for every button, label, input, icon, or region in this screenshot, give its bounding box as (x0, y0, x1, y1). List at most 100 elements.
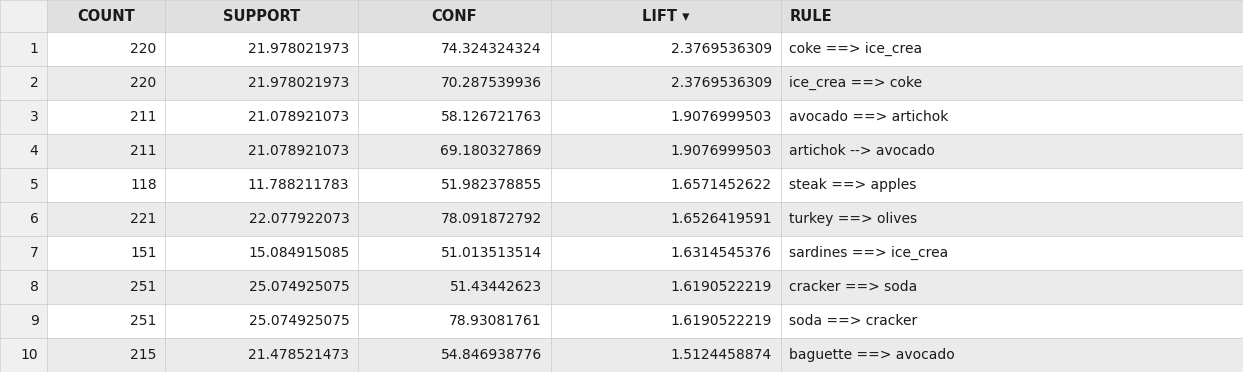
Bar (551, 304, 781, 338)
Bar (165, 66, 358, 100)
Text: LIFT ▾: LIFT ▾ (641, 9, 690, 24)
Bar (0, 134, 47, 168)
Text: 74.324324324: 74.324324324 (441, 42, 542, 56)
Text: 21.078921073: 21.078921073 (249, 110, 349, 124)
Bar (781, 304, 1243, 338)
Text: 51.013513514: 51.013513514 (441, 246, 542, 260)
Bar (47, 32, 165, 66)
Text: 211: 211 (131, 144, 157, 158)
Bar (358, 202, 551, 236)
Bar (47, 304, 165, 338)
Text: baguette ==> avocado: baguette ==> avocado (789, 348, 955, 362)
Text: 220: 220 (131, 76, 157, 90)
Text: 3: 3 (30, 110, 39, 124)
Text: 58.126721763: 58.126721763 (441, 110, 542, 124)
Text: 1.6314545376: 1.6314545376 (671, 246, 772, 260)
Text: COUNT: COUNT (77, 9, 135, 24)
Text: 2: 2 (30, 76, 39, 90)
Bar (358, 270, 551, 304)
Bar (551, 168, 781, 202)
Text: 78.93081761: 78.93081761 (449, 314, 542, 328)
Text: 21.978021973: 21.978021973 (249, 42, 349, 56)
Bar (781, 134, 1243, 168)
Bar (165, 236, 358, 270)
Bar (781, 0, 1243, 32)
Text: 9: 9 (30, 314, 39, 328)
Bar (47, 202, 165, 236)
Bar (0, 338, 47, 372)
Bar (551, 0, 781, 32)
Bar (781, 32, 1243, 66)
Text: 221: 221 (131, 212, 157, 226)
Bar (165, 0, 358, 32)
Text: 2.3769536309: 2.3769536309 (671, 76, 772, 90)
Bar (165, 32, 358, 66)
Bar (551, 202, 781, 236)
Bar (47, 134, 165, 168)
Text: 54.846938776: 54.846938776 (441, 348, 542, 362)
Text: 78.091872792: 78.091872792 (441, 212, 542, 226)
Bar (358, 100, 551, 134)
Text: 1.6526419591: 1.6526419591 (670, 212, 772, 226)
Text: 2.3769536309: 2.3769536309 (671, 42, 772, 56)
Bar (358, 32, 551, 66)
Text: 21.978021973: 21.978021973 (249, 76, 349, 90)
Bar (165, 270, 358, 304)
Text: turkey ==> olives: turkey ==> olives (789, 212, 917, 226)
Bar (358, 134, 551, 168)
Bar (551, 100, 781, 134)
Text: 1.6190522219: 1.6190522219 (670, 280, 772, 294)
Bar (781, 270, 1243, 304)
Text: 1.6571452622: 1.6571452622 (671, 178, 772, 192)
Bar (165, 338, 358, 372)
Text: 118: 118 (131, 178, 157, 192)
Text: 215: 215 (131, 348, 157, 362)
Text: 22.077922073: 22.077922073 (249, 212, 349, 226)
Bar (165, 202, 358, 236)
Bar (0, 32, 47, 66)
Bar (47, 270, 165, 304)
Text: 25.074925075: 25.074925075 (249, 314, 349, 328)
Bar (0, 304, 47, 338)
Text: 4: 4 (30, 144, 39, 158)
Text: artichok --> avocado: artichok --> avocado (789, 144, 935, 158)
Text: 5: 5 (30, 178, 39, 192)
Text: 7: 7 (30, 246, 39, 260)
Text: avocado ==> artichok: avocado ==> artichok (789, 110, 948, 124)
Bar (781, 100, 1243, 134)
Bar (47, 0, 165, 32)
Bar (358, 66, 551, 100)
Text: 1.9076999503: 1.9076999503 (670, 110, 772, 124)
Bar (551, 338, 781, 372)
Text: 25.074925075: 25.074925075 (249, 280, 349, 294)
Bar (47, 338, 165, 372)
Text: 211: 211 (131, 110, 157, 124)
Text: 1: 1 (30, 42, 39, 56)
Bar (0, 100, 47, 134)
Text: 10: 10 (21, 348, 39, 362)
Text: 1.9076999503: 1.9076999503 (670, 144, 772, 158)
Text: RULE: RULE (789, 9, 832, 24)
Text: SUPPORT: SUPPORT (222, 9, 301, 24)
Bar (0, 66, 47, 100)
Text: 1.6190522219: 1.6190522219 (670, 314, 772, 328)
Bar (551, 134, 781, 168)
Bar (47, 100, 165, 134)
Bar (551, 66, 781, 100)
Bar (551, 236, 781, 270)
Text: 11.788211783: 11.788211783 (247, 178, 349, 192)
Bar (781, 236, 1243, 270)
Bar (358, 304, 551, 338)
Bar (551, 270, 781, 304)
Text: steak ==> apples: steak ==> apples (789, 178, 916, 192)
Bar (0, 168, 47, 202)
Text: 1.5124458874: 1.5124458874 (671, 348, 772, 362)
Text: 220: 220 (131, 42, 157, 56)
Bar (0, 236, 47, 270)
Text: soda ==> cracker: soda ==> cracker (789, 314, 917, 328)
Text: 51.43442623: 51.43442623 (450, 280, 542, 294)
Text: 70.287539936: 70.287539936 (441, 76, 542, 90)
Text: coke ==> ice_crea: coke ==> ice_crea (789, 42, 922, 57)
Bar (781, 338, 1243, 372)
Bar (165, 168, 358, 202)
